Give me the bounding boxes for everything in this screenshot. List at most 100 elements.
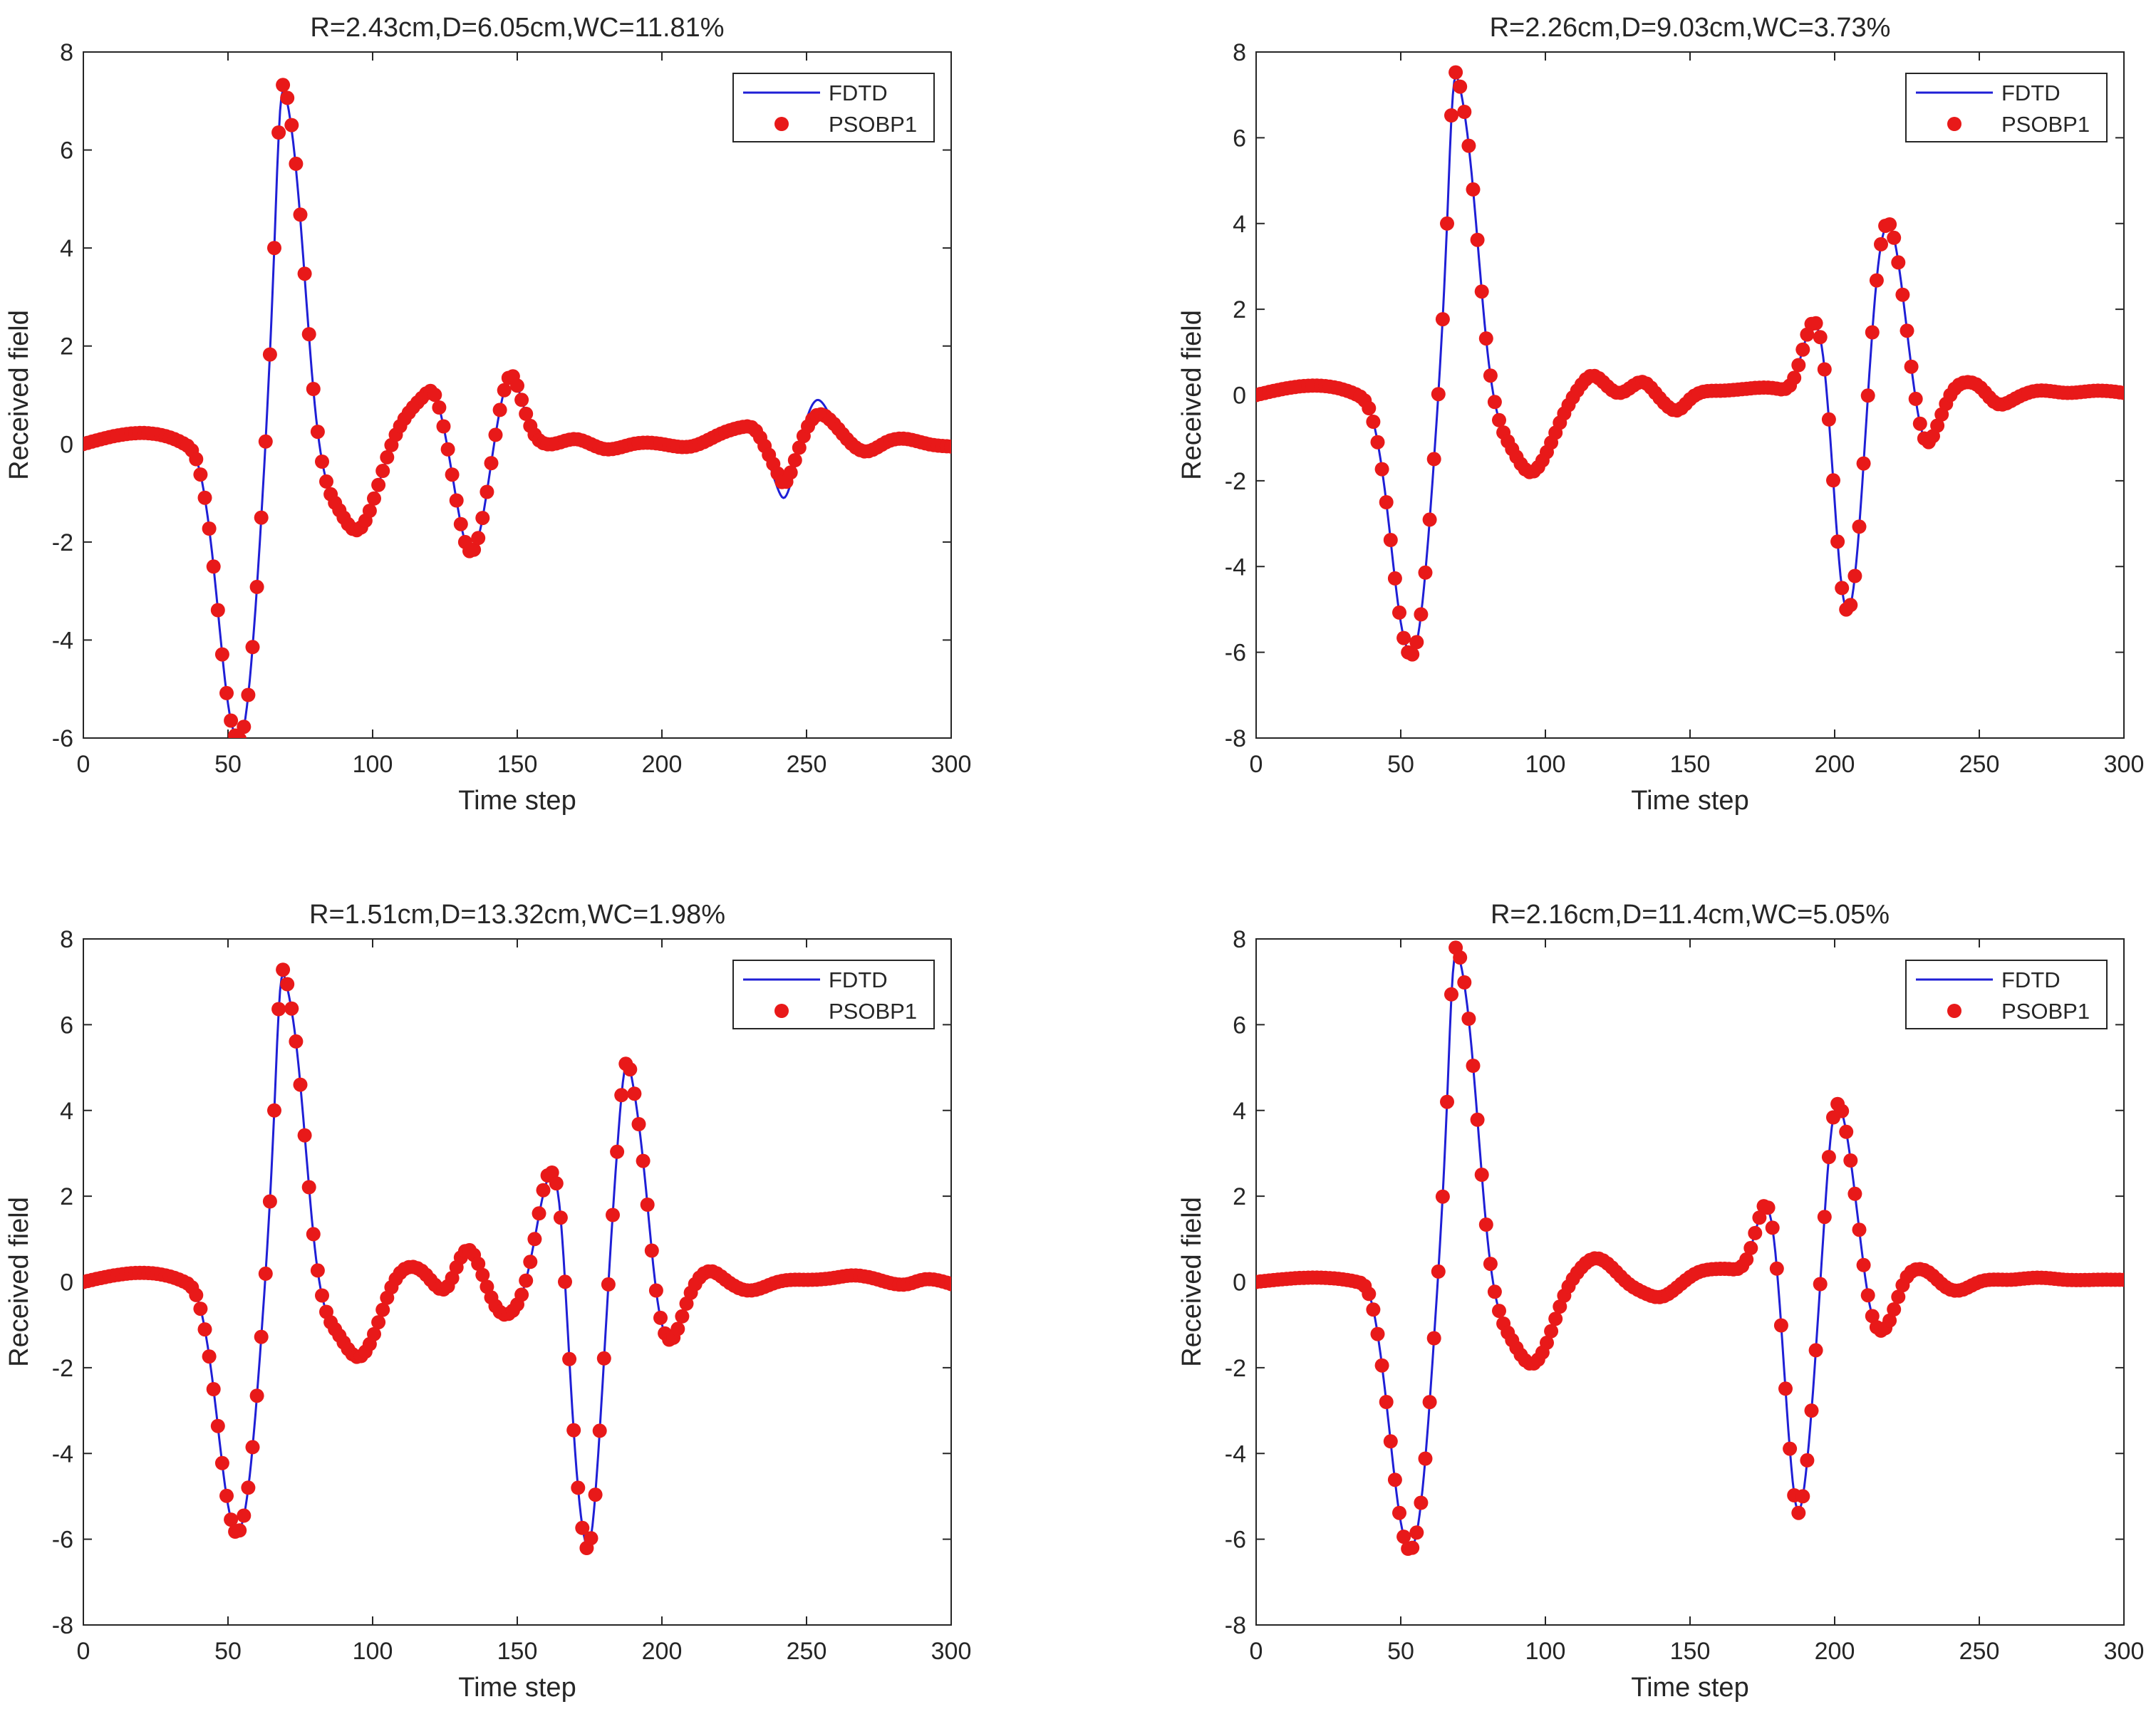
subplot-2: R=2.26cm,D=9.03cm,WC=3.73% 0 50 100 150 200 25… [1177,13,2144,816]
subplot-3: R=1.51cm,D=13.32cm,WC=1.98% 0 50 100 150 200 2… [4,900,971,1703]
psobp1-point [1414,607,1429,622]
data-layer [1256,940,2124,1556]
psobp1-point [484,456,499,471]
psobp1-point [293,207,308,222]
psobp1-point [380,450,395,464]
legend: FDTD PSOBP1 [732,73,935,142]
psobp1-point [675,1309,690,1324]
psobp1-point [1860,388,1875,403]
psobp1-point [1874,237,1888,251]
psobp1-point [1787,370,1802,385]
y-tick-label: -8 [52,1612,73,1639]
psobp1-point [214,647,229,662]
psobp1-point [445,1271,460,1285]
psobp1-point [262,347,277,362]
psobp1-point [371,1315,386,1330]
y-tick-label: 4 [1233,1098,1246,1125]
psobp1-point [1800,1453,1815,1468]
psobp1-point [1748,1225,1763,1240]
x-tick-label: 150 [497,751,538,778]
psobp1-point [1487,395,1502,410]
psobp1-point [1830,534,1845,549]
psobp1-point [193,467,208,482]
psobp1-point [1908,391,1923,406]
psobp1-point [1474,1168,1489,1182]
legend-box [1905,960,2108,1029]
x-tick-label: 50 [214,1638,242,1665]
y-tick-label: -6 [52,1527,73,1554]
y-axis-label: Received field [1177,310,1207,480]
psobp1-point [627,1086,642,1101]
psobp1-point [575,1520,590,1535]
subplot-4: R=2.16cm,D=11.4cm,WC=5.05% 0 50 100 150 200 25… [1177,900,2144,1703]
psobp1-point [640,1198,655,1212]
psobp1-point [497,383,512,398]
x-axis-label: Time step [1631,786,1748,816]
y-tick-label: 6 [60,137,73,165]
y-tick-label: -2 [1225,468,1246,495]
psobp1-point [241,687,256,702]
psobp1-point [480,1279,494,1294]
x-axis-label: Time step [1631,1673,1748,1703]
y-tick-label: 8 [60,39,73,66]
psobp1-point [566,1423,581,1438]
psobp1-point [249,1388,264,1403]
legend-marker-swatch [1947,1004,1961,1018]
psobp1-point [532,1206,546,1221]
psobp1-point [601,1277,616,1292]
psobp1-point [1426,1331,1441,1346]
psobp1-point [301,1180,316,1195]
x-tick-label: 0 [77,751,90,778]
psobp1-point [1548,1312,1563,1326]
x-tick-label: 200 [1815,1638,1855,1665]
legend-marker-swatch [774,117,789,131]
psobp1-point [1795,1489,1810,1504]
y-axis-label: Received field [1177,1197,1207,1367]
psobp1-point [1461,138,1476,153]
psobp1-point [206,559,221,574]
psobp1-point [553,1210,568,1225]
psobp1-point [1374,1358,1389,1373]
psobp1-point [1791,358,1806,373]
psobp1-point [210,603,225,618]
x-tick-label: 150 [497,1638,538,1665]
psobp1-point [648,1283,663,1298]
psobp1-point [254,510,269,525]
psobp1-point [315,1288,329,1303]
psobp1-point [197,1322,212,1337]
psobp1-point [623,1062,638,1077]
x-tick-label: 0 [77,1638,90,1665]
psobp1-point [1739,1252,1754,1267]
psobp1-point [375,1302,390,1317]
data-layer [1256,65,2124,662]
x-tick-label: 250 [787,751,827,778]
psobp1-point [644,1243,659,1258]
psobp1-point [588,1487,603,1502]
psobp1-point [1444,987,1458,1002]
legend: FDTD PSOBP1 [732,960,935,1029]
psobp1-point [276,78,291,93]
psobp1-point [1405,647,1420,662]
y-tick-label: 0 [1233,1269,1246,1297]
legend-label-psobp1: PSOBP1 [829,999,917,1024]
psobp1-point [1374,462,1389,477]
psobp1-point [787,453,802,467]
legend-label-fdtd: FDTD [829,967,888,992]
psobp1-point [310,1263,325,1278]
x-axis-label: Time step [458,786,576,816]
subplot-grid: R=2.43cm,D=6.05cm,WC=11.81%0 50 100 150 200 2… [4,13,2144,1703]
psobp1-point [276,962,291,977]
x-axis-label: Time step [458,1673,576,1703]
psobp1-point [258,434,273,449]
psobp1-point [1470,232,1485,247]
psobp1-point [427,388,442,403]
psobp1-point [1414,1495,1429,1510]
legend-box [1905,73,2108,142]
psobp1-point [1383,533,1398,547]
psobp1-point [1431,1264,1446,1279]
psobp1-point [1431,387,1446,402]
psobp1-point [371,477,386,492]
psobp1-point [262,1194,277,1209]
psobp1-point [792,440,807,455]
psobp1-point [1860,1288,1875,1303]
